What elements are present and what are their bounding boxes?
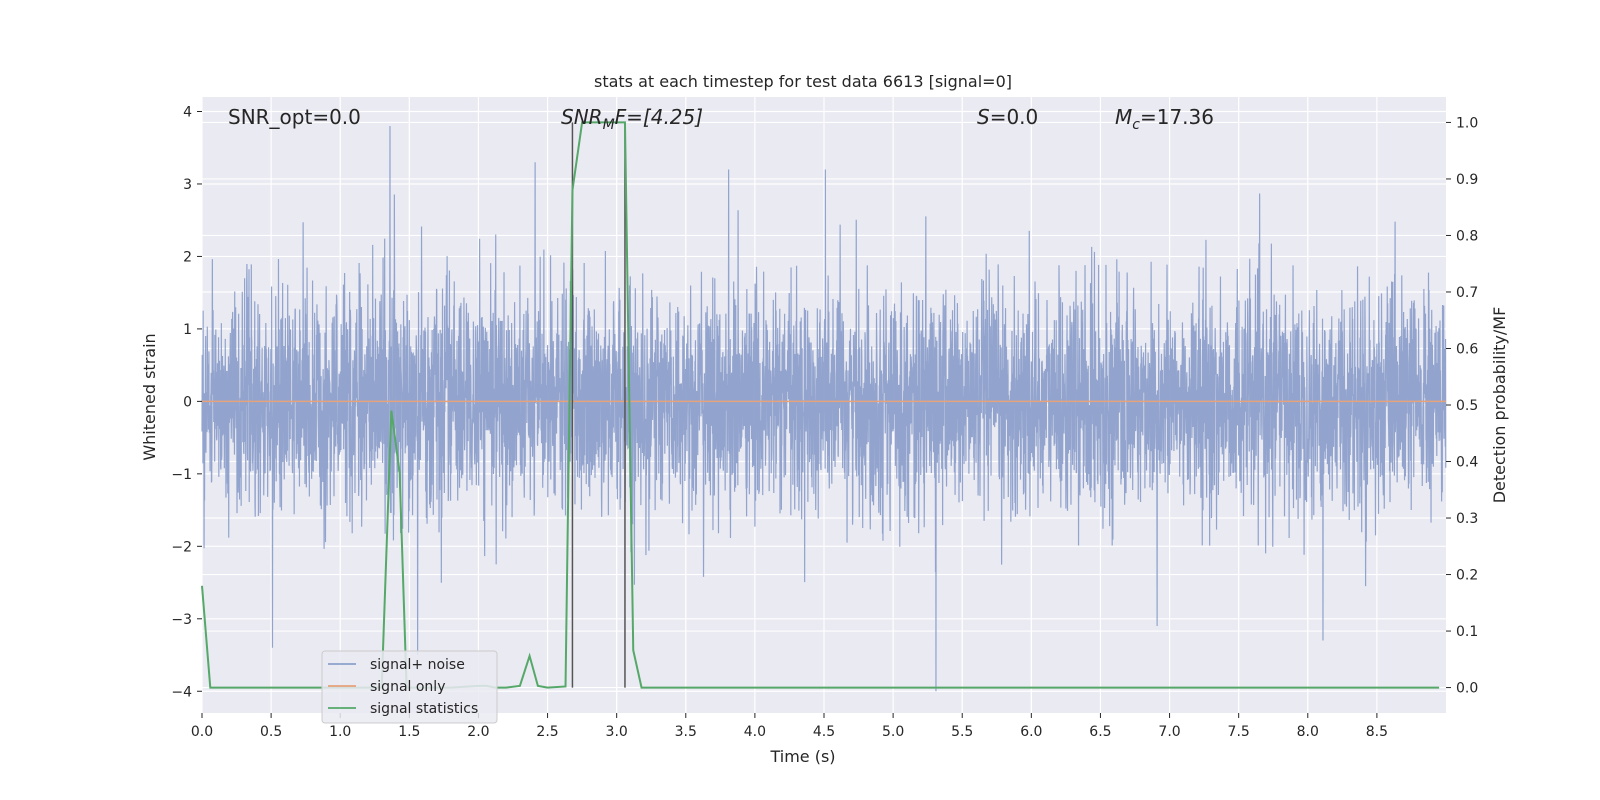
y-left-tick-label: −3 [171, 612, 192, 628]
y-right-tick-label: 0.4 [1456, 455, 1478, 471]
signal-plus-noise-line [201, 125, 1447, 692]
x-tick-label: 3.5 [675, 724, 697, 740]
annotation-mc: Mc=17.36 [1115, 105, 1214, 133]
y-axis-left-label: Whitened strain [140, 333, 159, 460]
y-left-tick-label: 1 [183, 322, 192, 338]
y-left-tick-label: 3 [183, 177, 192, 193]
x-tick-label: 1.5 [398, 724, 420, 740]
y-right-tick-label: 0.6 [1456, 341, 1478, 357]
x-tick-label: 3.0 [606, 724, 628, 740]
y-left-tick-label: 4 [183, 104, 192, 120]
y-left-tick-label: −4 [171, 684, 192, 700]
y-left-tick-label: 0 [183, 394, 192, 410]
x-tick-label: 0.0 [191, 724, 213, 740]
y-right-tick-label: 0.0 [1456, 681, 1478, 697]
y-right-tick-label: 0.5 [1456, 398, 1478, 414]
x-tick-label: 4.0 [744, 724, 766, 740]
x-tick-label: 0.5 [260, 724, 282, 740]
annotation-s-value: =0.0 [990, 105, 1039, 129]
annotation-mc-sub: c [1132, 117, 1140, 133]
y-right-tick-label: 0.1 [1456, 624, 1478, 640]
x-tick-label: 1.0 [329, 724, 351, 740]
series-signal-plus-noise [201, 125, 1447, 692]
y-right-tick-label: 0.9 [1456, 172, 1478, 188]
annotation-s-label: S [977, 105, 990, 129]
x-tick-label: 5.0 [882, 724, 904, 740]
x-tick-label: 2.5 [536, 724, 558, 740]
annotation-mc-label: M [1115, 105, 1132, 129]
x-tick-label: 7.0 [1158, 724, 1180, 740]
annotation-snr-opt: SNR_opt=0.0 [228, 105, 361, 129]
legend-box [321, 650, 498, 724]
y-right-tick-label: 0.7 [1456, 285, 1478, 301]
x-tick-label: 8.0 [1297, 724, 1319, 740]
y-axis-right-ticks: 1.0 0.9 0.8 0.7 0.6 0.5 0.4 0.3 0.2 0.1 0.0 [1446, 115, 1478, 697]
y-axis-right-label: Detection probability/MF [1490, 307, 1509, 504]
y-right-tick-label: 1.0 [1456, 115, 1478, 131]
annotation-snr-mf-value: F=[4.25] [615, 105, 703, 129]
x-axis-label: Time (s) [769, 747, 835, 766]
x-tick-label: 7.5 [1228, 724, 1250, 740]
legend: signal+ noise signal only signal statist… [321, 650, 498, 724]
annotation-snr-mf: SNRMF=[4.25] [561, 105, 703, 133]
annotation-snr-mf-sub: M [603, 117, 615, 133]
annotation-mc-value: =17.36 [1140, 105, 1214, 129]
y-right-tick-label: 0.3 [1456, 511, 1478, 527]
y-right-tick-label: 0.8 [1456, 228, 1478, 244]
annotation-s: S=0.0 [977, 105, 1038, 129]
x-tick-label: 8.5 [1366, 724, 1388, 740]
legend-label-signal-only: signal only [370, 679, 445, 695]
x-tick-label: 4.5 [813, 724, 835, 740]
y-right-tick-label: 0.2 [1456, 568, 1478, 584]
x-tick-label: 2.0 [467, 724, 489, 740]
y-left-tick-label: 2 [183, 249, 192, 265]
x-tick-label: 6.0 [1020, 724, 1042, 740]
legend-label-signal-plus-noise: signal+ noise [370, 657, 465, 673]
y-left-tick-label: −2 [171, 539, 192, 555]
annotation-snr-mf-label: SNR [561, 105, 603, 129]
y-axis-left-ticks: 4 3 2 1 0 −1 −2 −3 −4 [171, 104, 202, 700]
x-tick-label: 6.5 [1089, 724, 1111, 740]
x-tick-label: 5.5 [951, 724, 973, 740]
x-axis-ticks: 0.0 0.5 1.0 1.5 2.0 2.5 3.0 3.5 4.0 4.5 5.0 5.5 6.0 6… [191, 713, 1388, 740]
y-left-tick-label: −1 [171, 467, 192, 483]
chart-title: stats at each timestep for test data 661… [594, 72, 1012, 91]
legend-label-signal-statistics: signal statistics [370, 701, 478, 717]
